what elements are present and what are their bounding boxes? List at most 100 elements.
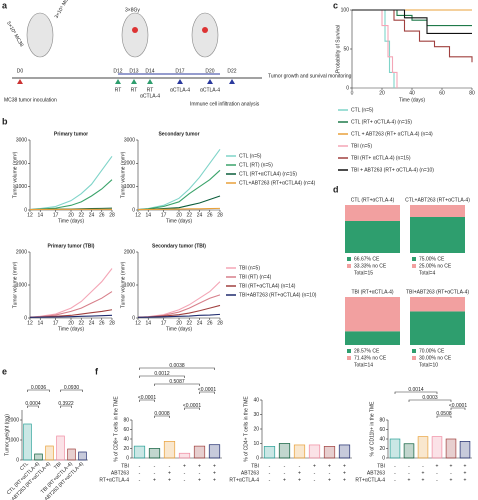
comparison-bracket [60,405,72,408]
day-label: D22 [227,68,236,74]
bar [459,441,471,459]
legend-label: CTL (RT) (n=5) [239,162,273,168]
condition-sign: - [154,463,156,469]
day-marker [177,79,183,84]
growth-line [29,314,113,318]
x-tick-label: 0 [351,90,354,96]
y-tick-label: 2000 [16,249,27,255]
day-marker [229,79,235,84]
x-tick-label: 26 [207,212,213,218]
total-label: Total=14 [354,362,373,368]
x-tick-label: 28 [109,320,115,326]
condition-sign: - [394,463,396,469]
condition-sign: - [314,477,316,483]
y-tick-label: 0 [382,455,385,461]
comparison-bracket [139,375,185,378]
y-axis-label: Tumor volume (mm³) [120,261,126,308]
bar [338,444,351,459]
p-value: 0.0508 [436,411,452,417]
y-tick-label: 20 [379,446,385,452]
y-axis-label: % of CD4+ T cells in the TME [243,396,249,462]
y-axis-label: Probability of Survival [335,25,341,73]
condition-sign: + [328,477,331,483]
condition-name: TBI [251,463,259,469]
day-marker [115,79,121,84]
ce-segment [345,205,400,221]
comparison-bracket [199,391,215,394]
condition-sign: - [329,470,331,476]
p-value: 0.0004 [25,401,41,407]
condition-sign: - [314,470,316,476]
block-title: CTL+ABT263 (RT+αCTLA-4) [405,197,470,203]
condition-sign: - [269,470,271,476]
p-value: 0.3922 [58,401,74,407]
condition-sign: - [299,463,301,469]
condition-sign: - [394,470,396,476]
p-value: <0.0001 [449,403,467,409]
bar [263,446,276,459]
value-label: 25.00% no CE [419,263,452,269]
legend-label: TBI (n=5) [351,143,372,149]
condition-sign: + [343,463,346,469]
event-label: RT [147,87,154,93]
condition-sign: - [394,477,396,483]
legend-label: CTL + ABT263 (RT+ αCTLA-4) (n=4) [351,131,433,137]
legend-swatch [412,349,416,353]
x-axis-label: Time (days) [166,326,193,332]
legend-swatch [347,257,351,261]
condition-sign: + [464,463,467,469]
condition-sign: - [284,463,286,469]
condition-sign: + [213,470,216,476]
ce-segment [345,331,400,345]
comparison-bracket [450,407,466,410]
condition-name: TBI [121,463,129,469]
condition-sign: - [422,463,424,469]
value-label: 30.00% no CE [419,355,452,361]
condition-sign: + [313,463,316,469]
value-label: 71.43% no CE [354,355,387,361]
panel-label: a [2,0,8,10]
condition-sign: - [408,463,410,469]
condition-sign: + [298,477,301,483]
x-tick-label: 22 [186,212,192,218]
bar [389,438,401,459]
chart-title: Primary tumor [54,131,88,137]
legend-swatch [412,264,416,268]
condition-sign: - [199,470,201,476]
day-marker [207,79,213,84]
x-tick-label: 24 [197,212,203,218]
ce-segment [410,297,465,312]
value-label: 28.57% CE [354,348,380,354]
x-tick-label: 20 [68,212,74,218]
condition-sign: - [436,470,438,476]
block-title: TBI (RT+αCTLA-4) [351,289,393,295]
y-axis-label: Tumor volume (mm³) [120,151,126,198]
x-tick-label: 14 [37,212,43,218]
comparison-bracket [27,389,50,392]
growth-line [29,268,113,318]
y-axis-label: Tumor weight (mg) [4,414,10,456]
ce-segment [410,205,465,217]
y-tick-label: 3000 [124,137,135,143]
bar [34,453,43,461]
survival-curve [352,9,398,88]
panel-label: c [333,0,338,10]
x-tick-label: 20 [176,320,182,326]
y-tick-label: 0 [132,207,135,213]
condition-sign: - [184,470,186,476]
comparison-bracket [154,415,170,418]
dose-label: 3×8Gy [125,7,140,13]
value-label: 75.00% CE [419,256,445,262]
legend-swatch [347,349,351,353]
condition-sign: + [450,477,453,483]
y-axis-label: Tumor volume (mm³) [12,151,18,198]
bar [403,443,415,459]
condition-name: RT+αCTLA-4 [99,477,129,483]
x-axis-label: Time (days) [399,97,426,103]
x-tick-label: 26 [207,320,213,326]
condition-sign: + [198,463,201,469]
ce-segment [345,220,400,253]
bar [308,444,321,459]
y-tick-label: 50 [343,46,349,52]
condition-sign: + [198,477,201,483]
